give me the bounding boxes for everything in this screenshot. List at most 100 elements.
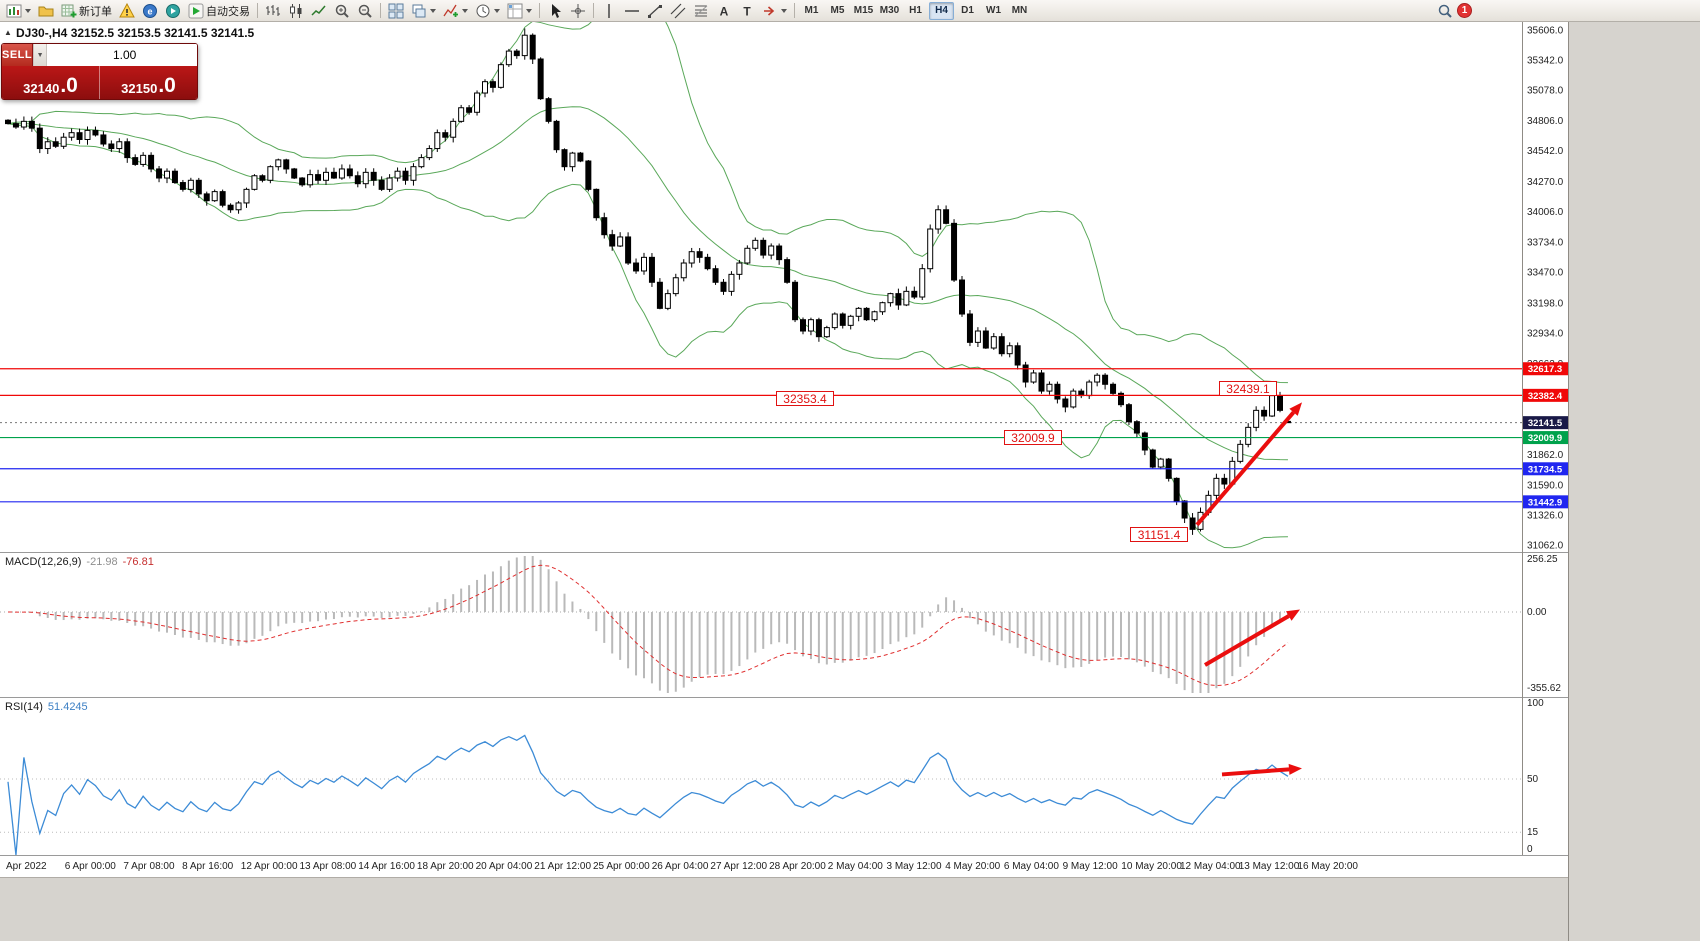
tile-button[interactable] [385,1,407,21]
price-annotation[interactable]: 32009.9 [1004,429,1062,445]
rsi-axis-label: 50 [1527,774,1539,785]
terminal-button[interactable]: e [139,1,161,21]
chevron-down-icon [526,8,532,13]
profiles-button[interactable] [35,1,57,21]
sell-price-main: 32140 [23,81,60,96]
timeframe-button-m1[interactable]: M1 [804,5,819,16]
cursor-icon [552,3,561,18]
time-axis-label: 9 May 12:00 [1062,861,1118,872]
candles-icon [290,3,302,18]
trendline-button[interactable] [644,1,666,21]
timeframe-button-h1[interactable]: H1 [909,5,922,16]
macd-indicator-panel[interactable]: 256.25 0.00 -355.62 [0,552,1568,697]
symbol-ohlc-info: DJ30-,H4 32152.5 32153.5 32141.5 32141.5 [16,26,255,40]
fibo-icon [694,5,708,16]
channel-button[interactable] [667,1,689,21]
price-annotation[interactable]: 32353.4 [776,390,834,406]
notifications-badge[interactable]: 1 [1457,3,1472,18]
crosshair-button[interactable] [567,1,589,21]
timeframe-button-w1[interactable]: W1 [986,5,1001,16]
hline-button[interactable] [621,1,643,21]
macd-value: -21.98 [86,556,118,568]
tester-icon [166,3,180,18]
line-button[interactable] [308,1,330,21]
cursor-button[interactable] [544,1,566,21]
bars-button[interactable] [262,1,284,21]
time-axis-label: 13 Apr 08:00 [299,861,357,872]
profiles-icon [38,6,54,16]
time-axis-label: 7 Apr 08:00 [123,861,175,872]
tester-button[interactable] [162,1,184,21]
period-button[interactable] [472,1,503,21]
axis-level-label [1523,431,1568,445]
bollinger-middle-band [7,106,1288,461]
new-order-button[interactable]: 新订单 [58,1,115,21]
axis-level-label-text: 32009.9 [1528,433,1562,444]
macd-title: MACD(12,26,9) [5,556,82,568]
text-icon: A [720,4,729,18]
price-tick-label: 34806.0 [1527,116,1564,127]
sell-price-display[interactable]: 32140 .0 [2,66,99,99]
time-axis[interactable]: Apr 2022 6 Apr 00:00 7 Apr 08:00 8 Apr 16:0… [0,855,1568,877]
window-bottom-area [0,877,1568,941]
template-button[interactable] [504,1,535,21]
price-annotation[interactable]: 31151.4 [1130,526,1188,542]
svg-text:e: e [147,6,152,16]
rsi-line [7,734,1289,855]
chevron-down-icon [781,8,787,13]
price-tick-label: 34542.0 [1527,146,1564,157]
chevron-down-icon [494,8,500,13]
cascade-button[interactable] [408,1,439,21]
trend-arrow[interactable] [1195,402,1302,527]
timeframe-button-d1[interactable]: D1 [961,5,974,16]
autotrade-button[interactable]: 自动交易 [185,1,253,21]
timeframe-button-mn[interactable]: MN [1011,5,1028,16]
axis-level-label-text: 32382.4 [1528,391,1563,402]
timeframe-button-h4[interactable]: H4 [929,1,954,20]
price-tick-label: 33470.0 [1527,268,1564,279]
bollinger-lower-band [7,123,1288,549]
shapes-icon [764,5,775,16]
timeframe-button-m5[interactable]: M5 [830,5,845,16]
buy-price-display[interactable]: 32150 .0 [99,66,197,99]
period-icon [476,4,490,17]
trend-arrow[interactable] [1221,763,1302,777]
candles-button[interactable] [285,1,307,21]
search-button[interactable] [1434,1,1456,21]
main-price-chart[interactable]: 35606.0 35342.0 35078.0 34806.0 34542.0 34270… [0,22,1568,552]
text-button[interactable]: A [713,1,735,21]
new-order-label: 新订单 [79,5,112,18]
time-axis-label: 13 May 12:00 [1238,861,1300,872]
hline-icon [625,9,639,12]
zoom-in-button[interactable] [331,1,353,21]
axis-level-label-text: 32617.3 [1528,364,1562,375]
indicators-button[interactable] [440,1,471,21]
vline-button[interactable] [598,1,620,21]
new-chart-button[interactable] [3,1,34,21]
timeframe-button-m15[interactable]: M15 [853,5,874,16]
chevron-down-icon [462,8,468,13]
macd-axis-label: -355.62 [1527,683,1561,694]
toolbar-separator [257,3,258,18]
shapes-button[interactable] [759,1,790,21]
lot-size-input[interactable] [47,44,197,66]
macd-axis-label: 0.00 [1527,607,1547,618]
rsi-indicator-panel[interactable]: 100 50 15 0 [0,697,1568,855]
chart-expand-icon[interactable]: ▲ [4,28,12,37]
timeframe-button-m30[interactable]: M30 [879,5,900,16]
time-axis-label: 27 Apr 12:00 [710,861,768,872]
fibo-button[interactable] [690,1,712,21]
lot-decrease-button[interactable]: ▼ [33,44,48,66]
search-icon [1438,4,1452,18]
trend-arrow[interactable] [1203,609,1300,667]
sell-button[interactable]: SELL [2,44,33,66]
label-button[interactable]: T [736,1,758,21]
zoom-out-button[interactable] [354,1,376,21]
trade-panel-price-row: 32140 .0 32150 .0 [2,66,197,99]
price-annotation[interactable]: 32439.1 [1219,380,1277,396]
rsi-axis-label: 15 [1527,827,1539,838]
trendline-icon [648,4,662,18]
alert-button[interactable] [116,1,138,21]
one-click-trading-panel: SELL ▼ ▲ BUY 32140 .0 32150 .0 [1,43,198,100]
axis-level-label [1523,462,1568,476]
